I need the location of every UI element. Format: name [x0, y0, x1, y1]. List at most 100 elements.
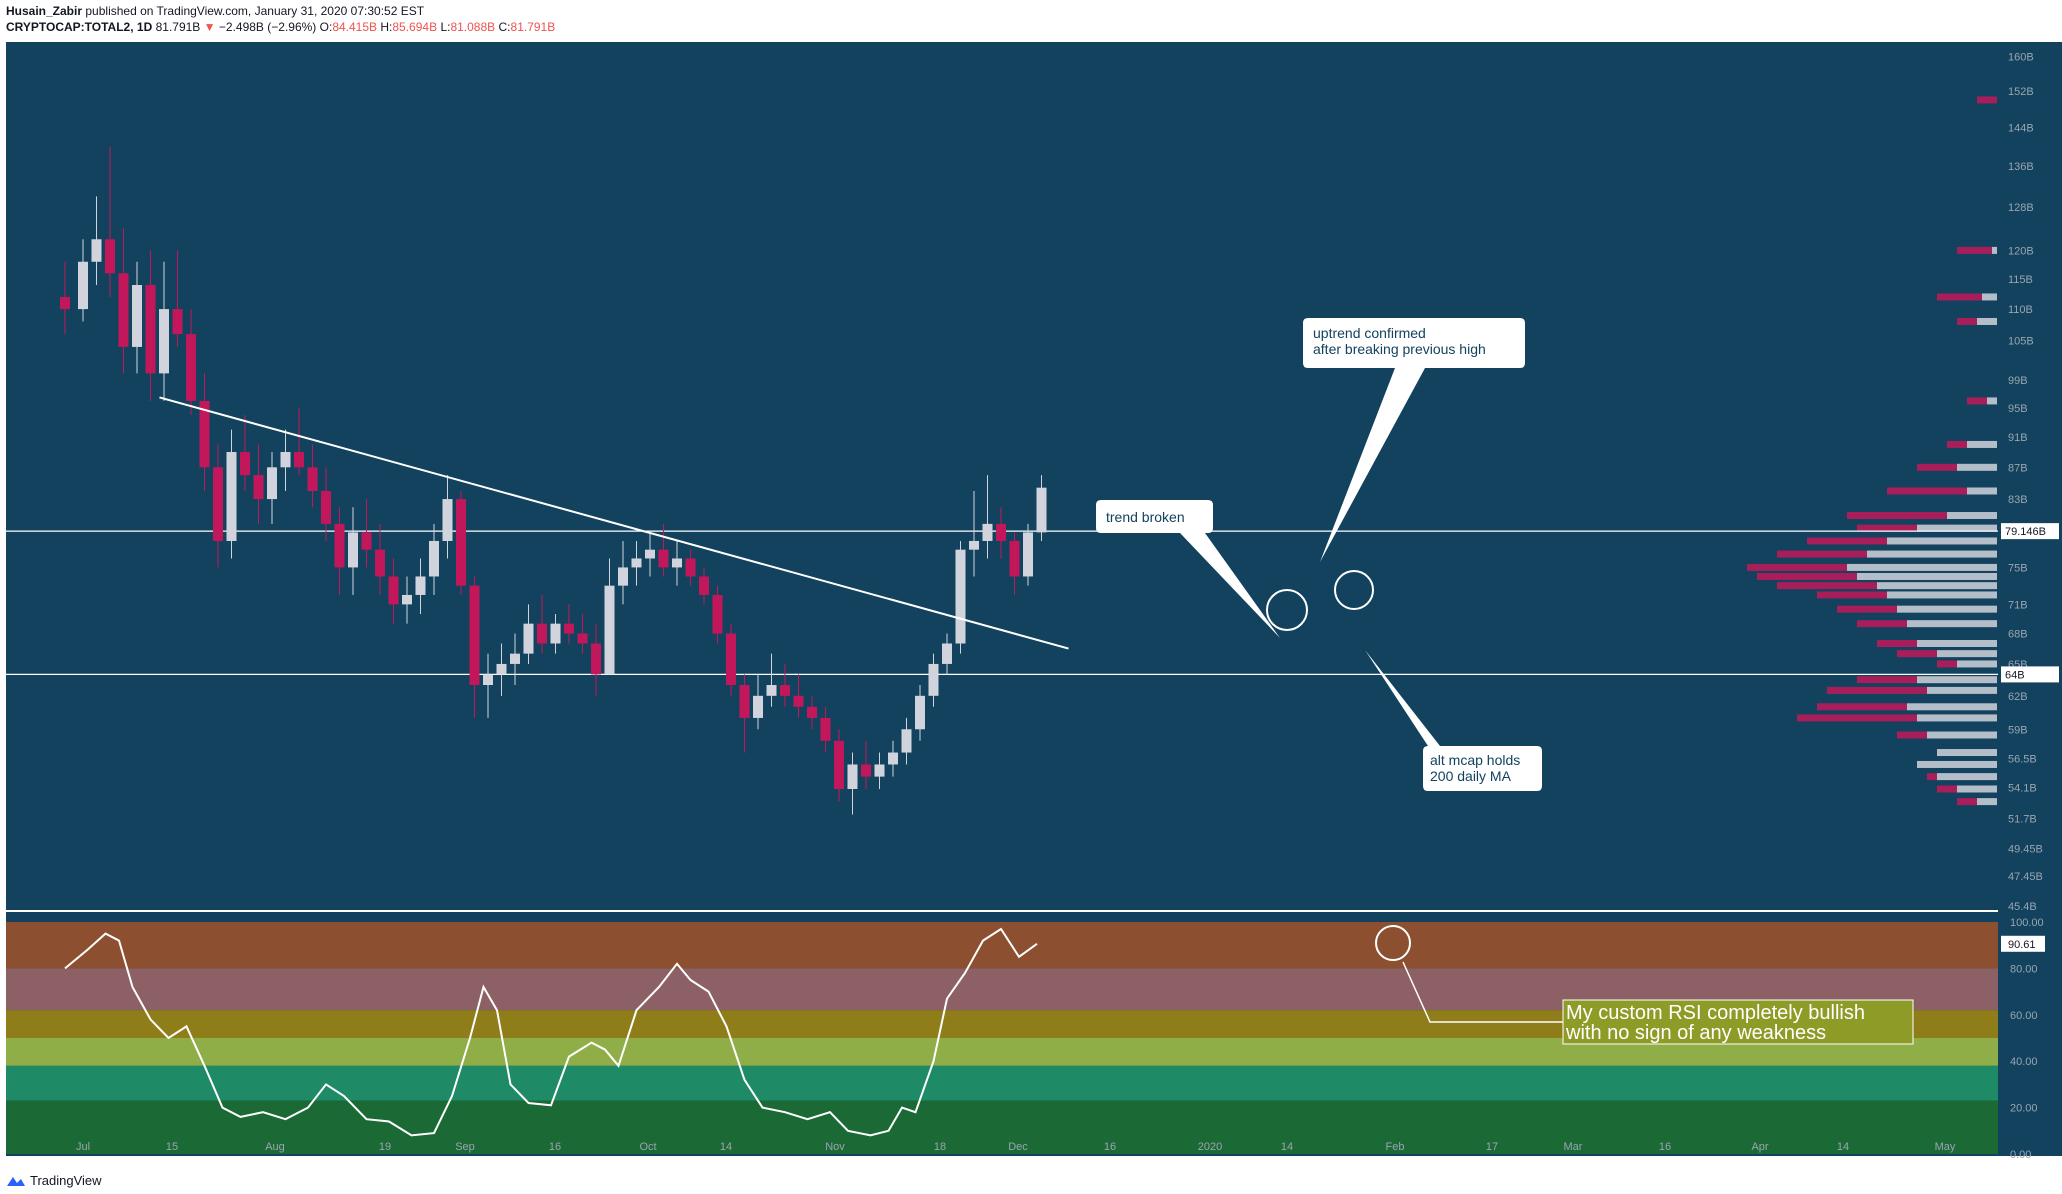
price-tick-label: 59B — [2008, 724, 2028, 736]
volume-profile-bar — [1817, 703, 1907, 711]
volume-profile-bar — [1947, 512, 1997, 520]
price-axis-background — [1998, 42, 2062, 1156]
chart-canvas[interactable]: 160B 152B 144B 136B 128B 120B 115B 110B 105B 99B 9… — [0, 40, 2062, 1164]
candle-body — [199, 400, 210, 468]
volume-profile-bar — [1967, 397, 1987, 405]
price-tick-label: 115B — [2008, 274, 2033, 286]
volume-profile-bar — [1857, 620, 1907, 628]
rsi-band — [6, 1065, 1998, 1101]
price-tick-label: 49.45B — [2008, 843, 2043, 855]
price-tick-label: 71B — [2008, 599, 2028, 611]
candle-body — [550, 623, 561, 644]
volume-profile-bar — [1907, 703, 1997, 711]
time-tick-label: 16 — [1659, 1141, 1671, 1153]
candle-body — [631, 558, 642, 568]
candle-body — [577, 633, 588, 644]
uptrend-callout-line2: after breaking previous high — [1313, 341, 1486, 357]
volume-profile-bar — [1937, 749, 1997, 757]
rsi-high-circle — [1375, 925, 1411, 961]
volume-profile-bar — [1917, 760, 1997, 768]
candle-body — [388, 576, 399, 605]
time-tick-label: Sep — [455, 1141, 475, 1153]
volume-profile-bar — [1937, 293, 1982, 301]
time-tick-label: 14 — [1837, 1141, 1849, 1153]
rsi-note-box — [1562, 999, 1914, 1045]
candle-body — [91, 239, 102, 262]
price-tick-label: 87B — [2008, 462, 2028, 474]
volume-profile-bar — [1897, 605, 1997, 613]
time-tick-label: 2020 — [1198, 1141, 1222, 1153]
candle-body — [172, 309, 183, 335]
volume-profile-bar — [1897, 650, 1937, 658]
candle-body — [429, 540, 439, 577]
volume-profile-bar — [1887, 487, 1967, 495]
tradingview-brand[interactable]: TradingView — [30, 1173, 102, 1188]
author-name[interactable]: Husain_Zabir — [6, 4, 83, 18]
volume-profile-bar — [1757, 572, 1857, 580]
time-tick-label: Nov — [825, 1141, 845, 1153]
rsi-note-callout[interactable]: My custom RSI completely bullish with no… — [1402, 961, 1914, 1045]
time-tick-label: 14 — [1281, 1141, 1293, 1153]
time-tick-label: 19 — [379, 1141, 391, 1153]
price-marker: 64B — [2001, 666, 2059, 683]
volume-profile-bar — [1897, 731, 1927, 739]
candle-body — [1023, 532, 1033, 577]
symbol-label: CRYPTOCAP:TOTAL2, 1D — [6, 20, 153, 34]
volume-profile-bar — [1957, 785, 1997, 793]
volume-profile-bar — [1837, 605, 1897, 613]
candle-body — [60, 296, 70, 310]
rsi-tick-label: 100.00 — [2010, 917, 2044, 929]
volume-profile-bar — [1967, 487, 1997, 495]
candle-body — [874, 764, 885, 777]
last-price: 81.791B — [155, 20, 201, 34]
candle-body — [280, 451, 291, 468]
time-tick-label: Feb — [1386, 1141, 1405, 1153]
price-tick-label: 160B — [2008, 51, 2034, 63]
volume-profile-bar — [1992, 246, 1997, 254]
trend-broken-callout[interactable]: trend broken — [1096, 500, 1280, 638]
volume-profile-bar — [1887, 591, 1997, 599]
ma-hold-circle — [1334, 570, 1374, 610]
time-tick-label: Oct — [639, 1141, 656, 1153]
time-tick-label: 18 — [934, 1141, 946, 1153]
rsi-axis: 100.00 80.00 60.00 40.00 20.00 0.00 90.61 — [2001, 917, 2045, 1161]
candle-body — [753, 695, 763, 718]
candle-body — [159, 309, 169, 374]
candle-body — [915, 695, 925, 730]
price-tick-label: 120B — [2008, 245, 2034, 257]
candle-body — [496, 663, 507, 675]
trendline[interactable] — [159, 396, 1069, 650]
rsi-current-box — [2001, 935, 2045, 952]
rsi-tick-label: 40.00 — [2010, 1056, 2038, 1068]
candle-body — [118, 273, 129, 347]
candle-body — [226, 451, 237, 541]
tradingview-logo-icon — [7, 1176, 25, 1186]
alt-mcap-callout-bubble — [1365, 650, 1542, 791]
candle-body — [847, 764, 858, 789]
candle-body — [442, 499, 453, 541]
high-value: 85.694B — [392, 20, 438, 34]
candle-body — [969, 540, 979, 550]
rsi-tick-label: 0.00 — [2010, 1149, 2031, 1161]
candle-body — [942, 643, 952, 664]
trend-broken-callout-text: trend broken — [1106, 509, 1185, 525]
time-axis: Jul 15 Aug 19 Sep 16 Oct 14 Nov 18 Dec 16 2020 14 Feb 1… — [76, 1141, 1956, 1153]
price-tick-label: 75B — [2008, 562, 2028, 574]
volume-profile-bar — [1937, 660, 1957, 668]
candle-body — [618, 567, 628, 586]
volume-profile-bar — [1917, 676, 1997, 684]
price-marker-text: 64B — [2005, 669, 2025, 681]
volume-profile-bar — [1917, 640, 1997, 648]
time-tick-label: Jul — [76, 1141, 90, 1153]
volume-profile-bar — [1917, 463, 1957, 471]
close-label: C: — [498, 20, 511, 34]
volume-profile-bar — [1957, 660, 1997, 668]
candle-body — [564, 623, 574, 634]
close-value: 81.791B — [510, 20, 556, 34]
uptrend-callout[interactable]: uptrend confirmed after breaking previou… — [1303, 318, 1525, 562]
candle-body — [996, 523, 1006, 541]
alt-mcap-callout[interactable]: alt mcap holds 200 daily MA — [1365, 650, 1542, 791]
rsi-current-label: 90.61 — [2008, 939, 2036, 951]
uptrend-callout-bubble — [1303, 318, 1525, 562]
volume-profile-bar — [1957, 798, 1977, 806]
